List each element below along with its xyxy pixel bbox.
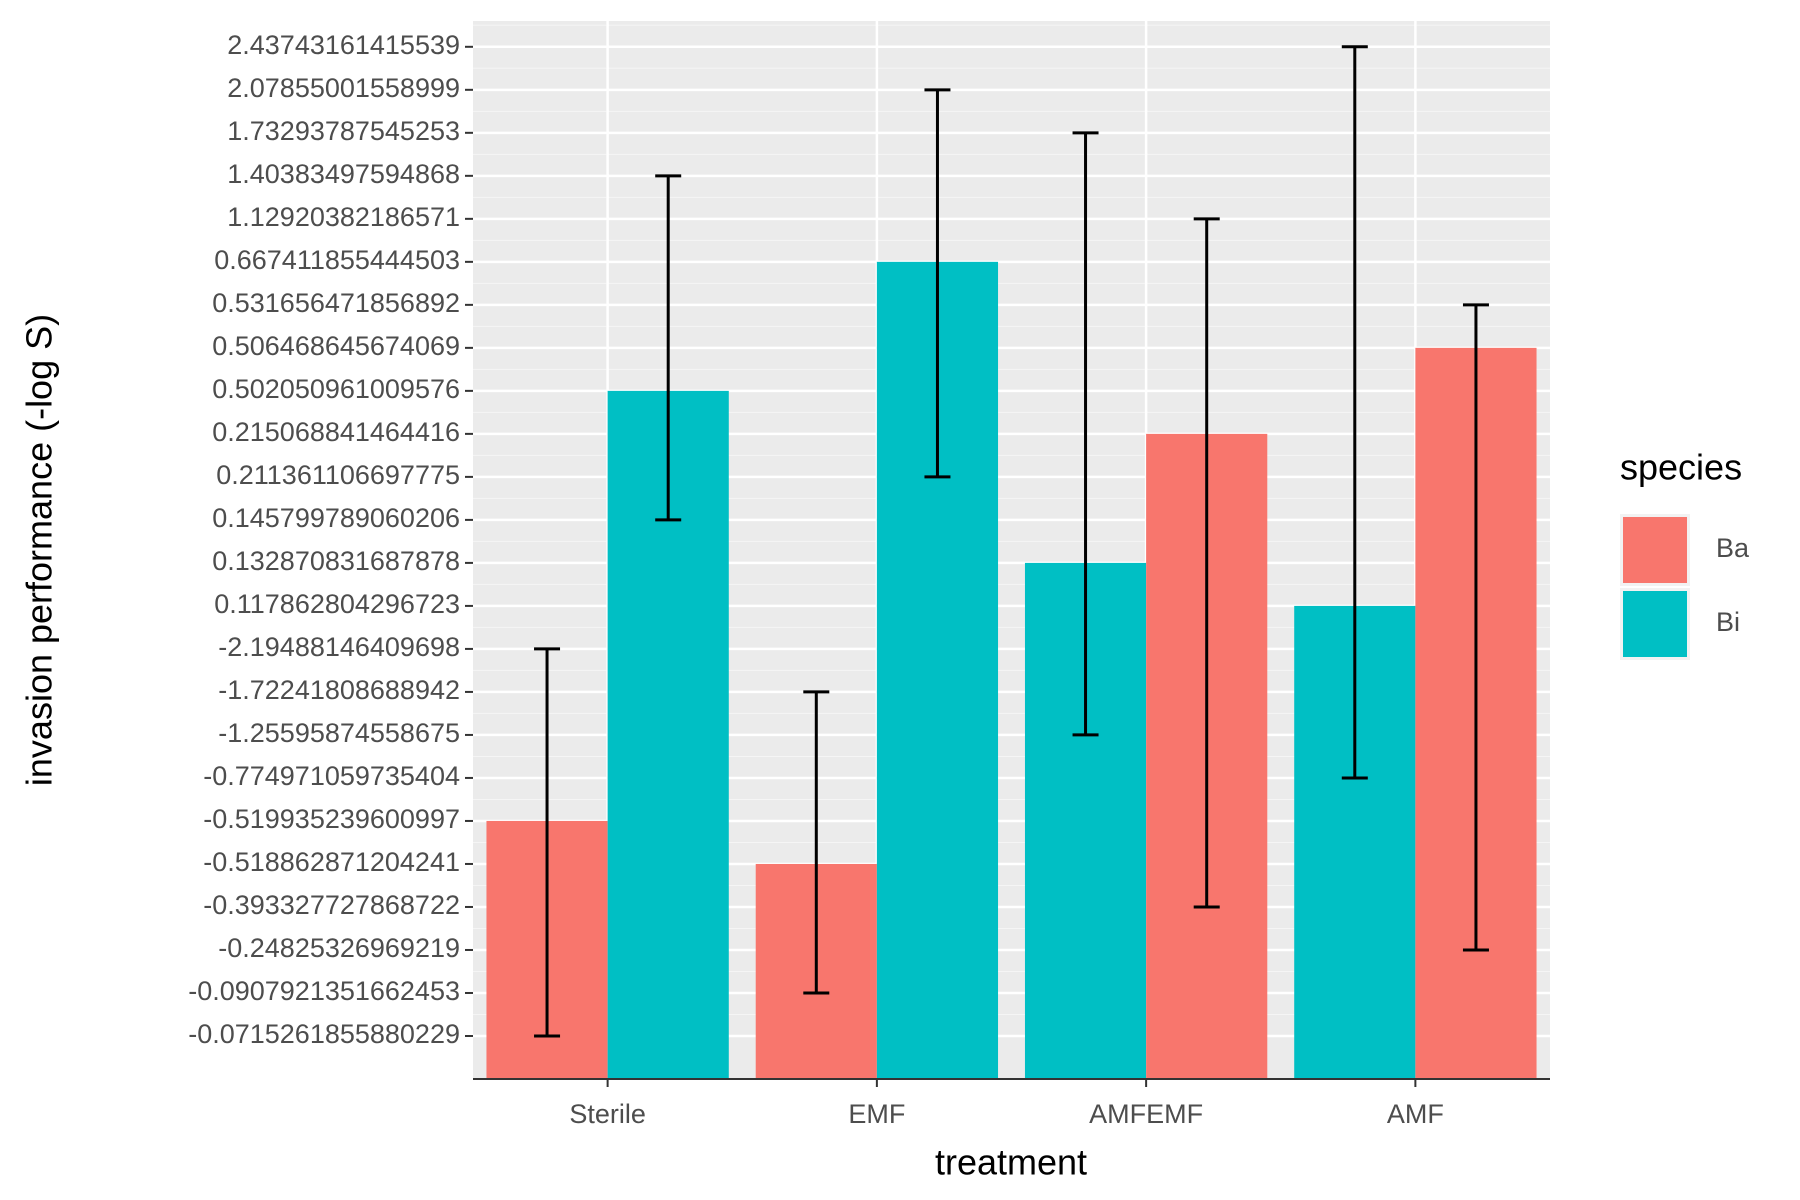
y-axis-title: invasion performance (-log S) [19,314,60,786]
error-bar [1072,131,1099,737]
y-tick-label: 0.506468645674069 [212,331,460,361]
y-tick-label: 0.531656471856892 [212,288,460,318]
error-bar [1462,303,1489,952]
legend-key [1623,591,1687,657]
y-tick-label: 0.502050961009576 [212,374,460,404]
error-bar [924,88,951,479]
legend-label: Bi [1716,607,1740,637]
legend-key [1623,517,1687,583]
y-tick-label: 0.145799789060206 [212,503,460,533]
legend-label: Ba [1716,533,1750,563]
y-tick-label: 2.43743161415539 [227,30,460,60]
y-tick-label: 1.73293787545253 [227,116,460,146]
y-tick-label: 0.667411855444503 [214,245,460,275]
y-tick-label: -0.518862871204241 [203,847,460,877]
y-tick-label: 0.211361106697775 [216,460,460,490]
y-tick-label: -2.19488146409698 [218,632,460,662]
y-tick-label: -0.774971059735404 [203,761,460,791]
y-tick-label: 1.40383497594868 [227,159,460,189]
x-tick-label: AMF [1387,1099,1444,1129]
error-bar [803,690,830,995]
x-tick-label: EMF [848,1099,905,1129]
y-tick-label: -0.24825326969219 [218,933,460,963]
x-tick-label: Sterile [569,1099,646,1129]
y-tick-label: 0.132870831687878 [212,546,460,576]
x-tick-label: AMFEMF [1089,1099,1203,1129]
y-tick-label: -1.72241808688942 [218,675,460,705]
y-tick-label: 1.12920382186571 [227,202,460,232]
error-bar [1193,217,1220,909]
x-axis-title: treatment [935,1142,1087,1183]
error-bar [655,174,682,522]
y-tick-label: -1.25595874558675 [218,718,460,748]
error-bar [534,647,561,1038]
y-tick-label: -0.0907921351662453 [188,976,460,1006]
error-bar [1341,45,1368,780]
y-tick-label: -0.519935239600997 [203,804,460,834]
y-tick-label: 0.215068841464416 [212,417,460,447]
legend-title: species [1620,447,1742,488]
y-tick-label: 2.07855001558999 [227,73,460,103]
y-tick-label: -0.393327727868722 [203,890,460,920]
y-tick-label: 0.117862804296723 [214,589,460,619]
y-tick-label: -0.0715261855880229 [188,1019,460,1049]
